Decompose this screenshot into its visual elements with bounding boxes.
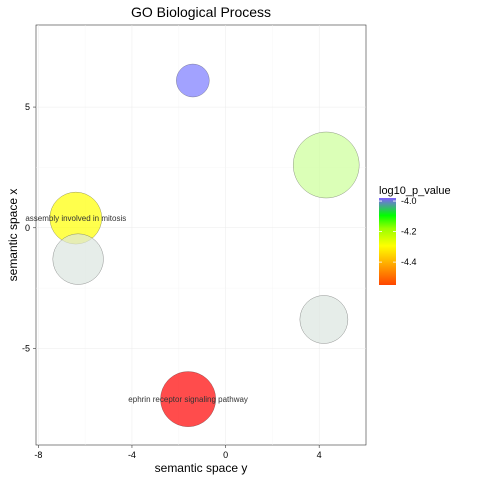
x-axis-ticks: -8 -4 0 4 [34, 445, 322, 460]
bubble-label: ephrin receptor signaling pathway [128, 395, 248, 404]
x-tick-label: -8 [34, 450, 42, 460]
y-tick-label: 5 [25, 102, 30, 112]
bubble-5 [160, 371, 216, 427]
x-tick-label: 4 [317, 450, 322, 460]
legend-tick-label: -4.2 [401, 227, 417, 237]
y-tick-label: -5 [22, 343, 30, 353]
legend-colorbar [379, 198, 396, 285]
bubble-labels: assembly involved in mitosis ephrin recep… [25, 214, 248, 404]
bubble-4 [299, 295, 349, 344]
bubbles [49, 63, 360, 427]
bubble-0 [176, 63, 210, 98]
bubble-1 [292, 131, 360, 199]
bubble-3 [52, 233, 104, 285]
chart-title: GO Biological Process [131, 4, 271, 20]
y-axis-title: semantic space x [6, 189, 20, 282]
legend-ticks: -4.0 -4.2 -4.4 [379, 196, 417, 267]
bubble-label: assembly involved in mitosis [25, 214, 126, 223]
x-tick-label: 0 [223, 450, 228, 460]
legend: log10_p_value -4.0 -4.2 -4.4 [379, 185, 451, 285]
y-tick-label: 0 [25, 223, 30, 233]
y-axis-ticks: -5 0 5 [22, 102, 36, 353]
x-axis-title: semantic space y [155, 461, 248, 475]
legend-tick-label: -4.0 [401, 196, 417, 206]
legend-tick-label: -4.4 [401, 257, 417, 267]
x-tick-label: -4 [128, 450, 136, 460]
legend-title: log10_p_value [379, 185, 451, 197]
